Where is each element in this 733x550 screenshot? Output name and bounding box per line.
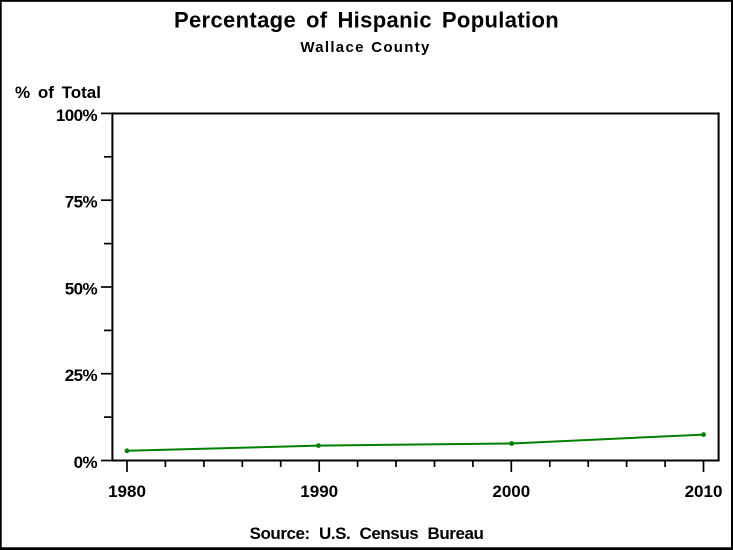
svg-text:25%: 25% — [65, 366, 98, 385]
svg-text:100%: 100% — [56, 106, 98, 125]
svg-text:2000: 2000 — [492, 482, 530, 501]
svg-text:Wallace County: Wallace County — [300, 39, 430, 56]
svg-text:50%: 50% — [65, 280, 98, 299]
svg-text:% of Total: % of Total — [15, 83, 101, 102]
svg-text:1980: 1980 — [108, 482, 146, 501]
svg-text:Source: U.S. Census Bureau: Source: U.S. Census Bureau — [250, 524, 484, 543]
svg-text:Percentage of Hispanic Populat: Percentage of Hispanic Population — [174, 8, 559, 33]
svg-text:1990: 1990 — [300, 482, 338, 501]
svg-text:0%: 0% — [74, 453, 98, 472]
svg-text:75%: 75% — [65, 193, 98, 212]
svg-text:2010: 2010 — [685, 482, 723, 501]
